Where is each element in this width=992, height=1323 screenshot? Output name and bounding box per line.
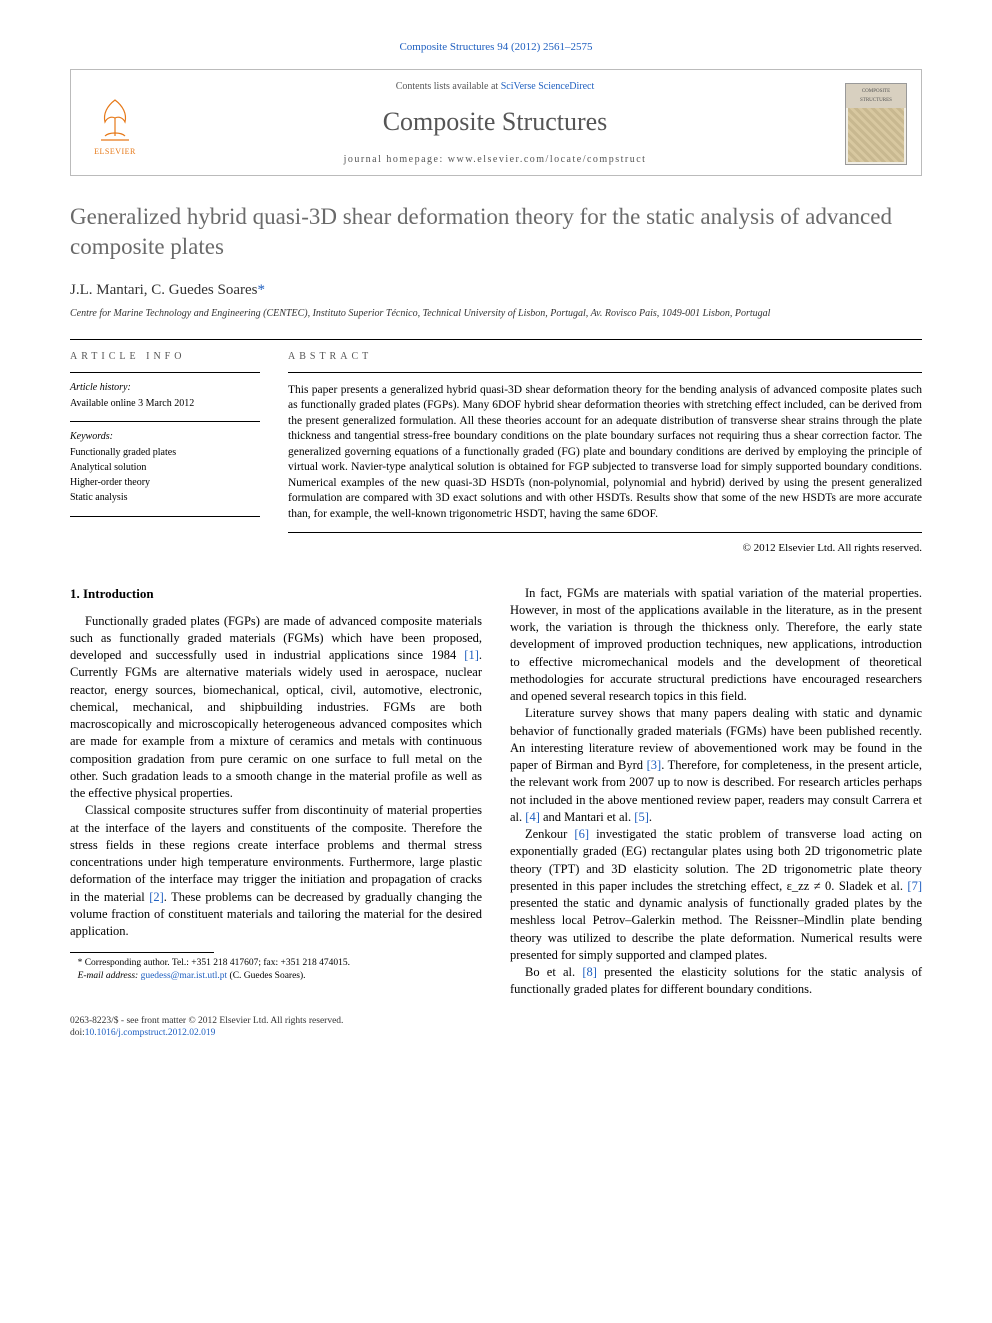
keyword-item: Static analysis (70, 491, 260, 505)
journal-name: Composite Structures (159, 104, 831, 140)
bottom-meta: 0263-8223/$ - see front matter © 2012 El… (70, 1015, 922, 1040)
ref-link[interactable]: [2] (149, 890, 164, 904)
body-text: Classical composite structures suffer fr… (70, 803, 482, 903)
abstract-heading: abstract (288, 340, 922, 372)
body-text: Zenkour (525, 827, 574, 841)
journal-header: ELSEVIER Contents lists available at Sci… (70, 69, 922, 175)
contents-line: Contents lists available at SciVerse Sci… (159, 80, 831, 94)
body-paragraph: Functionally graded plates (FGPs) are ma… (70, 613, 482, 803)
body-columns: 1. Introduction Functionally graded plat… (70, 585, 922, 999)
keywords-block: Keywords: Functionally graded plates Ana… (70, 421, 260, 517)
email-link[interactable]: guedess@mar.ist.utl.pt (141, 971, 228, 981)
authors-names: J.L. Mantari, C. Guedes Soares (70, 282, 257, 298)
elsevier-label: ELSEVIER (94, 146, 136, 157)
authors: J.L. Mantari, C. Guedes Soares* (70, 280, 922, 301)
cover-title-bottom: STRUCTURES (848, 97, 904, 104)
elsevier-logo: ELSEVIER (85, 90, 145, 158)
footnote-separator (70, 952, 214, 953)
body-text: and Mantari et al. (540, 810, 634, 824)
ref-link[interactable]: [3] (647, 758, 662, 772)
abstract-column: abstract This paper presents a generaliz… (288, 340, 922, 557)
corresponding-marker-link[interactable]: * (257, 282, 265, 298)
body-text: Functionally graded plates (FGPs) are ma… (70, 614, 482, 663)
keyword-item: Higher-order theory (70, 476, 260, 490)
article-title: Generalized hybrid quasi-3D shear deform… (70, 202, 922, 262)
corr-author-line: * Corresponding author. Tel.: +351 218 4… (70, 957, 482, 969)
body-text: presented the static and dynamic analysi… (510, 896, 922, 962)
abstract-text: This paper presents a generalized hybrid… (288, 372, 922, 534)
corresponding-footnote: * Corresponding author. Tel.: +351 218 4… (70, 957, 482, 982)
email-line: E-mail address: guedess@mar.ist.utl.pt (… (70, 970, 482, 982)
ref-link[interactable]: [8] (582, 965, 597, 979)
keywords-label: Keywords: (70, 430, 260, 444)
article-info-column: article info Article history: Available … (70, 340, 260, 557)
citation-link[interactable]: Composite Structures 94 (2012) 2561–2575 (399, 41, 592, 53)
history-label: Article history: (70, 381, 260, 395)
article-history-block: Article history: Available online 3 Marc… (70, 372, 260, 411)
ref-link[interactable]: [1] (464, 648, 479, 662)
ref-link[interactable]: [6] (574, 827, 589, 841)
body-paragraph: In fact, FGMs are materials with spatial… (510, 585, 922, 706)
sciencedirect-link[interactable]: SciVerse ScienceDirect (501, 81, 595, 92)
info-abstract-row: article info Article history: Available … (70, 340, 922, 557)
body-paragraph: Zenkour [6] investigated the static prob… (510, 826, 922, 964)
keywords-list: Functionally graded plates Analytical so… (70, 446, 260, 505)
article-info-heading: article info (70, 340, 260, 372)
section-heading: 1. Introduction (70, 585, 482, 603)
body-text: . Currently FGMs are alternative materia… (70, 648, 482, 800)
affiliation: Centre for Marine Technology and Enginee… (70, 307, 922, 321)
ref-link[interactable]: [5] (634, 810, 649, 824)
keyword-item: Analytical solution (70, 461, 260, 475)
cover-image-icon (848, 108, 904, 162)
doi-link[interactable]: 10.1016/j.compstruct.2012.02.019 (85, 1028, 216, 1038)
journal-cover-thumbnail: COMPOSITE STRUCTURES (845, 83, 907, 165)
homepage-prefix: journal homepage: (344, 154, 448, 165)
ref-link[interactable]: [7] (907, 879, 922, 893)
issn-line: 0263-8223/$ - see front matter © 2012 El… (70, 1015, 922, 1027)
ref-link[interactable]: [4] (525, 810, 540, 824)
abstract-copyright: © 2012 Elsevier Ltd. All rights reserved… (288, 541, 922, 556)
homepage-line: journal homepage: www.elsevier.com/locat… (159, 153, 831, 167)
email-suffix: (C. Guedes Soares). (227, 971, 305, 981)
header-center: Contents lists available at SciVerse Sci… (159, 80, 831, 166)
body-text: Bo et al. (525, 965, 582, 979)
doi-prefix: doi: (70, 1028, 85, 1038)
contents-prefix: Contents lists available at (396, 81, 501, 92)
history-text: Available online 3 March 2012 (70, 397, 260, 411)
citation-line: Composite Structures 94 (2012) 2561–2575 (70, 40, 922, 55)
keyword-item: Functionally graded plates (70, 446, 260, 460)
elsevier-tree-icon (93, 96, 137, 144)
body-paragraph: Bo et al. [8] presented the elasticity s… (510, 964, 922, 999)
body-text: . (649, 810, 652, 824)
doi-line: doi:10.1016/j.compstruct.2012.02.019 (70, 1027, 922, 1039)
homepage-url: www.elsevier.com/locate/compstruct (448, 154, 647, 165)
cover-title-top: COMPOSITE (848, 88, 904, 95)
email-label: E-mail address: (78, 971, 139, 981)
body-paragraph: Literature survey shows that many papers… (510, 705, 922, 826)
body-paragraph: Classical composite structures suffer fr… (70, 802, 482, 940)
